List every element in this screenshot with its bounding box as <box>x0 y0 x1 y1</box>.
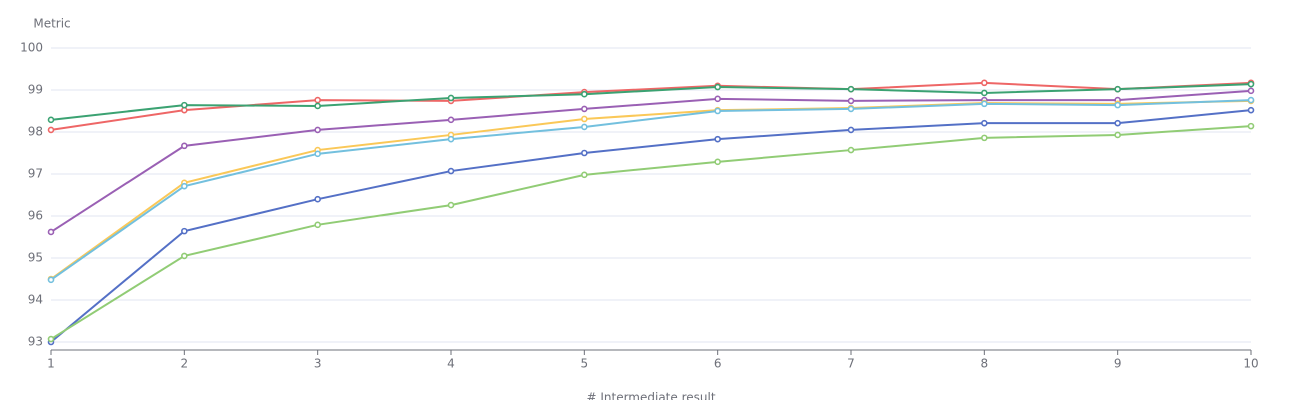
point <box>847 85 855 93</box>
point <box>181 101 188 109</box>
point <box>47 126 55 134</box>
point <box>181 227 188 235</box>
series-line <box>50 125 1252 340</box>
x-tick-label: 7 <box>847 357 855 371</box>
point <box>981 89 988 97</box>
series-line <box>50 99 1252 281</box>
x-tick-label: 4 <box>447 357 455 371</box>
x-tick-label: 5 <box>581 357 589 371</box>
point <box>314 150 321 158</box>
point <box>1114 131 1121 139</box>
point <box>581 90 588 98</box>
point <box>1114 85 1121 93</box>
point <box>581 123 588 131</box>
point <box>47 228 55 236</box>
point <box>447 135 455 143</box>
x-tick-label: 2 <box>181 357 189 371</box>
x-tick-label: 3 <box>314 357 322 371</box>
y-tick-label: 100 <box>20 41 43 55</box>
point <box>447 201 455 209</box>
point <box>447 116 455 124</box>
x-tick-label: 1 <box>47 357 55 371</box>
point <box>1247 96 1255 104</box>
point <box>1247 87 1255 95</box>
point <box>714 107 721 115</box>
y-tick-label: 98 <box>28 125 43 139</box>
x-tick-label: 9 <box>1114 357 1122 371</box>
point <box>981 134 988 142</box>
point <box>181 182 188 190</box>
series-line <box>50 109 1252 343</box>
point <box>714 158 721 166</box>
x-axis-label: # Intermediate result <box>586 391 715 400</box>
series-line <box>50 89 1252 233</box>
point <box>47 276 55 284</box>
y-tick-label: 94 <box>28 293 43 307</box>
point <box>847 105 855 113</box>
y-axis-label: Metric <box>33 17 70 31</box>
point <box>847 126 855 134</box>
point <box>1247 122 1255 130</box>
y-tick-label: 96 <box>28 209 43 223</box>
point <box>847 97 855 105</box>
x-tick-label: 8 <box>981 357 989 371</box>
point <box>314 96 321 104</box>
y-tick-label: 99 <box>28 83 43 97</box>
x-tick-label: 6 <box>714 357 722 371</box>
point <box>714 83 721 91</box>
point <box>981 119 988 127</box>
point <box>1114 101 1121 109</box>
point <box>714 135 721 143</box>
x-tick-label: 10 <box>1243 357 1258 371</box>
point <box>714 95 721 103</box>
point <box>981 100 988 108</box>
point <box>1247 80 1255 88</box>
y-tick-label: 95 <box>28 251 43 265</box>
point <box>581 105 588 113</box>
point <box>581 115 588 123</box>
point <box>314 102 321 110</box>
point <box>181 252 188 260</box>
point <box>1247 106 1255 114</box>
point <box>847 146 855 154</box>
point <box>47 335 55 343</box>
point <box>581 149 588 157</box>
point <box>47 116 55 124</box>
series-line <box>50 83 1252 121</box>
y-tick-label: 97 <box>28 167 43 181</box>
point <box>314 221 321 229</box>
point <box>581 171 588 179</box>
point <box>447 167 455 175</box>
point <box>981 79 988 87</box>
point <box>181 142 188 150</box>
point <box>447 94 455 102</box>
point <box>314 195 321 203</box>
series-line <box>50 99 1252 280</box>
point <box>1114 119 1121 127</box>
y-tick-label: 93 <box>28 335 43 349</box>
point <box>314 126 321 134</box>
